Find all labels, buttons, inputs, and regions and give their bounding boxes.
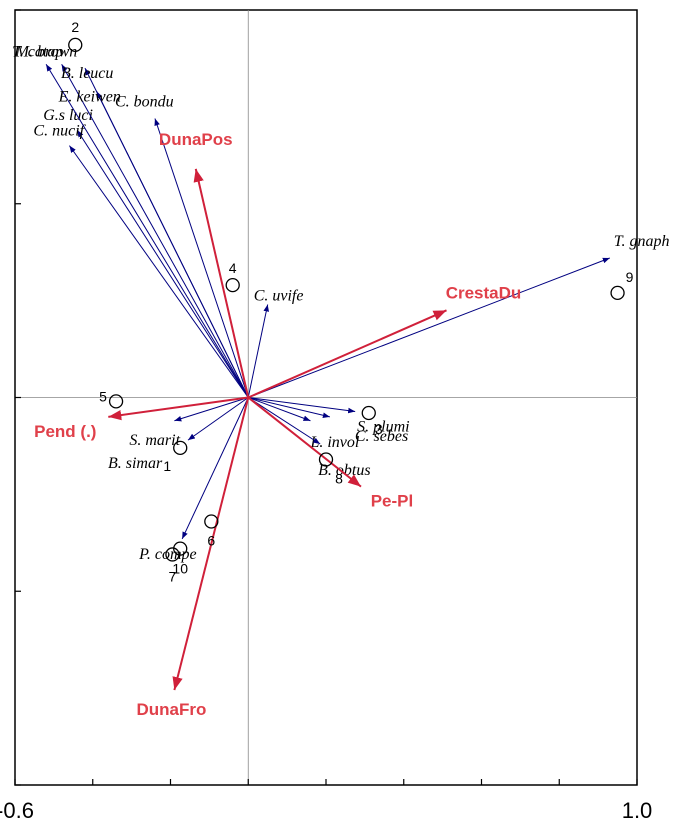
sample-point: [204, 514, 219, 529]
species-label: M. brown: [15, 43, 78, 60]
sample-point: [108, 394, 124, 409]
species-label: S. plumi: [357, 418, 409, 435]
sample-label: 5: [99, 388, 107, 404]
species-label: C. uvife: [254, 288, 304, 305]
environment-label: CrestaDu: [446, 283, 522, 302]
sample-label: 8: [335, 471, 343, 487]
species-arrow: [96, 91, 249, 398]
species-arrow: [247, 304, 269, 398]
environment-arrow: [172, 397, 250, 691]
environment-arrow: [247, 396, 362, 488]
species-label: S. marit: [129, 432, 180, 449]
species-arrow: [45, 63, 249, 398]
environment-arrow: [108, 396, 249, 421]
sample-label: 3: [375, 421, 383, 437]
environment-arrow: [193, 168, 250, 398]
species-arrow: [154, 118, 249, 398]
species-arrow: [181, 397, 249, 540]
species-arrow: [69, 145, 249, 398]
species-label: C. nucif: [33, 123, 86, 140]
species-label: L. invol: [309, 434, 359, 451]
sample-point: [68, 37, 83, 53]
species-label: B. leucu: [61, 65, 113, 82]
environment-label: Pend (.): [34, 422, 96, 441]
species-arrow: [187, 397, 249, 441]
species-arrow: [76, 129, 249, 398]
species-arrow: [247, 397, 321, 445]
species-label: E. keiwen: [58, 88, 121, 105]
species-arrow: [61, 64, 249, 398]
x-tick-label: -0.6: [0, 798, 34, 823]
x-tick-label: 1.0: [622, 798, 653, 823]
sample-label: 4: [229, 260, 237, 276]
sample-label: 2: [71, 19, 79, 35]
environment-label: DunaPos: [159, 130, 233, 149]
species-label: C. bondu: [115, 94, 174, 111]
environment-label: Pe-Pl: [371, 492, 414, 511]
sample-point: [361, 405, 376, 421]
species-label: B. obtus: [318, 462, 370, 479]
sample-point: [173, 440, 188, 456]
sample-label: 1: [163, 458, 171, 474]
sample-label: 7: [169, 568, 177, 584]
species-arrow: [248, 397, 331, 418]
sample-point: [173, 541, 188, 556]
sample-point: [225, 277, 240, 293]
species-label: B. simar: [108, 455, 163, 472]
environment-arrow: [247, 309, 447, 399]
sample-label: 9: [626, 269, 634, 285]
species-arrow: [248, 397, 356, 414]
species-label: T. gnaph: [614, 233, 670, 250]
environment-label: DunaFro: [136, 700, 206, 719]
sample-label: 6: [207, 533, 215, 549]
species-label: G.s luci: [43, 107, 93, 124]
sample-point: [610, 285, 625, 301]
species-label: P. compe: [138, 546, 196, 563]
species-arrow: [174, 397, 249, 422]
species-arrow: [248, 257, 610, 398]
species-label: C. sebes: [355, 428, 408, 445]
species-arrow: [248, 397, 311, 422]
species-label: T. catap: [12, 43, 63, 60]
sample-point: [318, 452, 334, 467]
sample-label: 10: [172, 561, 188, 577]
